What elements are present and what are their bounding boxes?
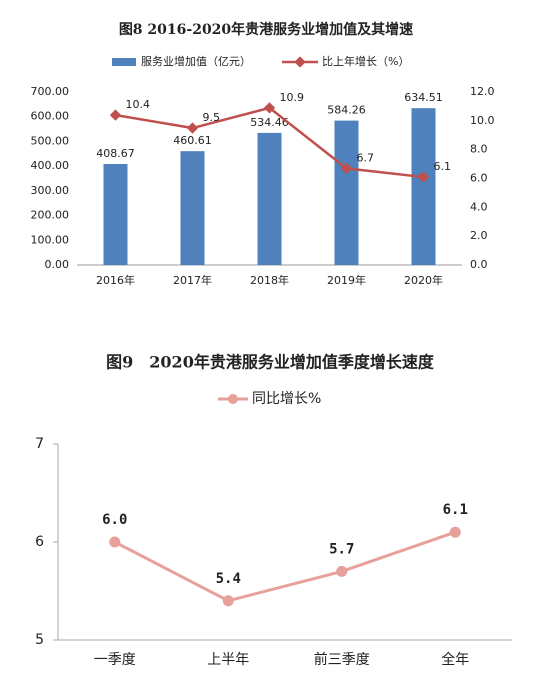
x-tick-label: 上半年 xyxy=(207,652,249,668)
y-tick-label: 700.00 xyxy=(31,85,70,98)
line-value-label: 6.1 xyxy=(434,160,452,173)
x-tick-label: 2016年 xyxy=(96,273,135,287)
bar xyxy=(103,164,128,265)
x-tick-label: 全年 xyxy=(441,651,469,668)
line-marker xyxy=(109,536,121,548)
legend-marker xyxy=(294,56,306,68)
legend-label: 比上年增长（%） xyxy=(322,54,409,68)
bar-value-label: 408.67 xyxy=(96,147,135,160)
y-tick-label: 300.00 xyxy=(31,184,70,197)
y-tick-label: 500.00 xyxy=(31,134,70,147)
line-value-label: 10.9 xyxy=(280,91,305,104)
x-tick-label: 2017年 xyxy=(173,273,212,287)
bar-value-label: 584.26 xyxy=(327,104,366,117)
line-marker xyxy=(109,109,122,121)
chart-title: 图8 2016-2020年贵港服务业增加值及其增速 xyxy=(119,21,413,38)
x-tick-label: 前三季度 xyxy=(314,651,370,668)
y-tick-label: 200.00 xyxy=(31,209,70,222)
y-tick-label: 6 xyxy=(35,534,44,550)
line-marker xyxy=(340,162,353,175)
line-marker xyxy=(449,526,461,538)
y-tick-label: 7 xyxy=(35,436,44,452)
y-tick-label: 100.00 xyxy=(31,233,70,246)
line-value-label: 9.5 xyxy=(203,111,221,124)
legend-swatch xyxy=(112,58,136,66)
data-label: 5.4 xyxy=(216,571,241,587)
line-value-label: 10.4 xyxy=(126,98,151,111)
y-tick-label: 5 xyxy=(35,632,44,648)
y-tick-label: 0.00 xyxy=(45,258,70,271)
x-tick-label: 2018年 xyxy=(250,273,289,287)
y-tick-label: 400.00 xyxy=(31,159,70,172)
data-label: 5.7 xyxy=(329,541,354,557)
y2-tick-label: 2.0 xyxy=(470,229,488,242)
y2-tick-label: 0.0 xyxy=(470,258,488,271)
data-label: 6.1 xyxy=(443,502,468,518)
line-marker xyxy=(336,565,348,577)
y-tick-label: 600.00 xyxy=(31,110,70,123)
bar xyxy=(180,151,205,265)
x-tick-label: 一季度 xyxy=(94,652,136,668)
line xyxy=(114,530,456,603)
chart-title: 图9 2020年贵港服务业增加值季度增长速度 xyxy=(106,353,435,372)
bar-value-label: 460.61 xyxy=(173,134,212,147)
legend-label: 同比增长% xyxy=(252,391,321,407)
y2-tick-label: 6.0 xyxy=(470,172,488,185)
x-tick-label: 2020年 xyxy=(404,273,443,287)
x-tick-label: 2019年 xyxy=(327,273,366,287)
bar-value-label: 534.46 xyxy=(250,116,289,129)
y2-tick-label: 8.0 xyxy=(470,143,488,156)
line-marker xyxy=(417,171,430,183)
legend-marker xyxy=(228,394,238,404)
data-label: 6.0 xyxy=(102,512,127,528)
y2-tick-label: 10.0 xyxy=(470,114,495,127)
bar xyxy=(411,108,436,265)
y2-tick-label: 4.0 xyxy=(470,200,488,213)
line-marker xyxy=(222,595,234,607)
legend-label: 服务业增加值（亿元） xyxy=(141,54,251,68)
y2-tick-label: 12.0 xyxy=(470,85,495,98)
bar xyxy=(257,132,282,265)
line-value-label: 6.7 xyxy=(357,151,375,164)
line-marker xyxy=(186,122,199,134)
bar-value-label: 634.51 xyxy=(404,91,443,104)
bar xyxy=(334,120,359,266)
